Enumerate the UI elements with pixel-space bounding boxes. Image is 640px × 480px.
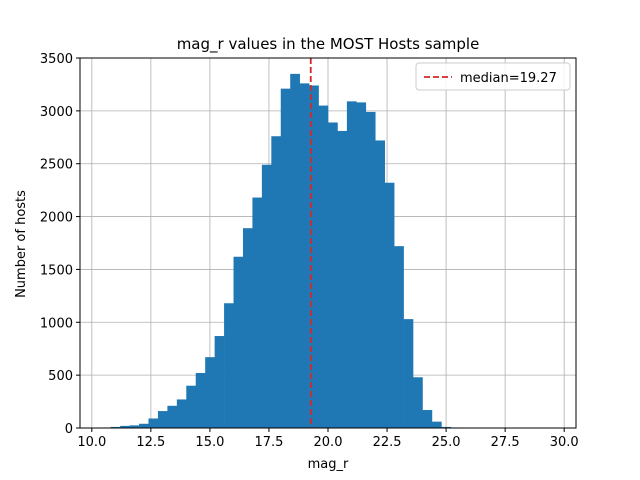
x-tick-label: 15.0 xyxy=(195,435,224,450)
histogram-bar xyxy=(233,256,244,428)
y-axis-label: Number of hosts xyxy=(14,190,29,298)
histogram-bar xyxy=(129,425,140,428)
histogram-bar xyxy=(337,130,348,428)
histogram-bar xyxy=(384,182,395,428)
y-tick-label: 2000 xyxy=(40,211,73,226)
histogram-bar xyxy=(441,426,452,428)
y-tick-label: 2500 xyxy=(40,158,73,173)
histogram-bar xyxy=(299,83,310,428)
histogram-bar xyxy=(328,122,338,428)
x-axis-label: mag_r xyxy=(308,457,349,472)
histogram-bar xyxy=(290,73,300,428)
histogram-bar xyxy=(139,423,149,428)
histogram-bar xyxy=(252,197,263,428)
histogram-bar xyxy=(148,418,159,428)
y-tick-label: 0 xyxy=(65,422,73,437)
histogram-bar xyxy=(422,410,433,428)
y-tick-label: 500 xyxy=(48,369,73,384)
x-tick-label: 22.5 xyxy=(373,435,402,450)
histogram-bar xyxy=(120,425,130,428)
legend-frame xyxy=(415,62,571,91)
histogram-bar xyxy=(271,136,282,428)
histogram-bar xyxy=(176,399,187,428)
x-tick-label: 20.0 xyxy=(314,435,343,450)
x-tick-label: 10.0 xyxy=(77,435,106,450)
histogram-bar xyxy=(431,421,442,428)
histogram-bar xyxy=(403,319,414,428)
x-tick-label: 27.5 xyxy=(491,435,520,450)
plot-area: 10.0 12.5 15.0 17.5 20.0 22.5 25.0 27.5 30.0 0 500… xyxy=(40,52,579,450)
histogram-bar xyxy=(280,88,291,429)
histogram-bar xyxy=(242,228,253,428)
histogram-bar xyxy=(195,373,206,428)
histogram-bar xyxy=(413,377,423,428)
x-tick-label: 30.0 xyxy=(550,435,579,450)
histogram-bar xyxy=(356,102,367,429)
y-tick-label: 1000 xyxy=(40,316,73,331)
histogram-bar xyxy=(167,405,178,428)
histogram-bar xyxy=(224,303,234,428)
histogram-bar xyxy=(186,385,197,428)
histogram-bar xyxy=(394,246,404,428)
histogram-bar xyxy=(309,85,319,428)
y-tick-label: 3000 xyxy=(40,105,73,120)
histogram-bar xyxy=(318,105,329,429)
legend-median-label: median=19.27 xyxy=(460,71,557,86)
histogram-bar xyxy=(110,426,121,428)
histogram-bar xyxy=(346,101,357,428)
x-tick-label: 17.5 xyxy=(254,435,283,450)
histogram-bar xyxy=(157,411,168,428)
histogram-bar xyxy=(365,111,376,429)
histogram-bar xyxy=(214,336,225,428)
y-tick-label: 1500 xyxy=(40,263,73,278)
x-tick-label: 25.0 xyxy=(432,435,461,450)
histogram-bar xyxy=(205,357,215,428)
histogram-bar xyxy=(375,140,385,428)
chart-title: mag_r values in the MOST Hosts sample xyxy=(177,35,480,54)
x-tick-label: 12.5 xyxy=(136,435,165,450)
histogram-bar xyxy=(261,164,272,428)
legend: median=19.27 xyxy=(415,62,571,91)
y-tick-label: 3500 xyxy=(40,52,73,67)
